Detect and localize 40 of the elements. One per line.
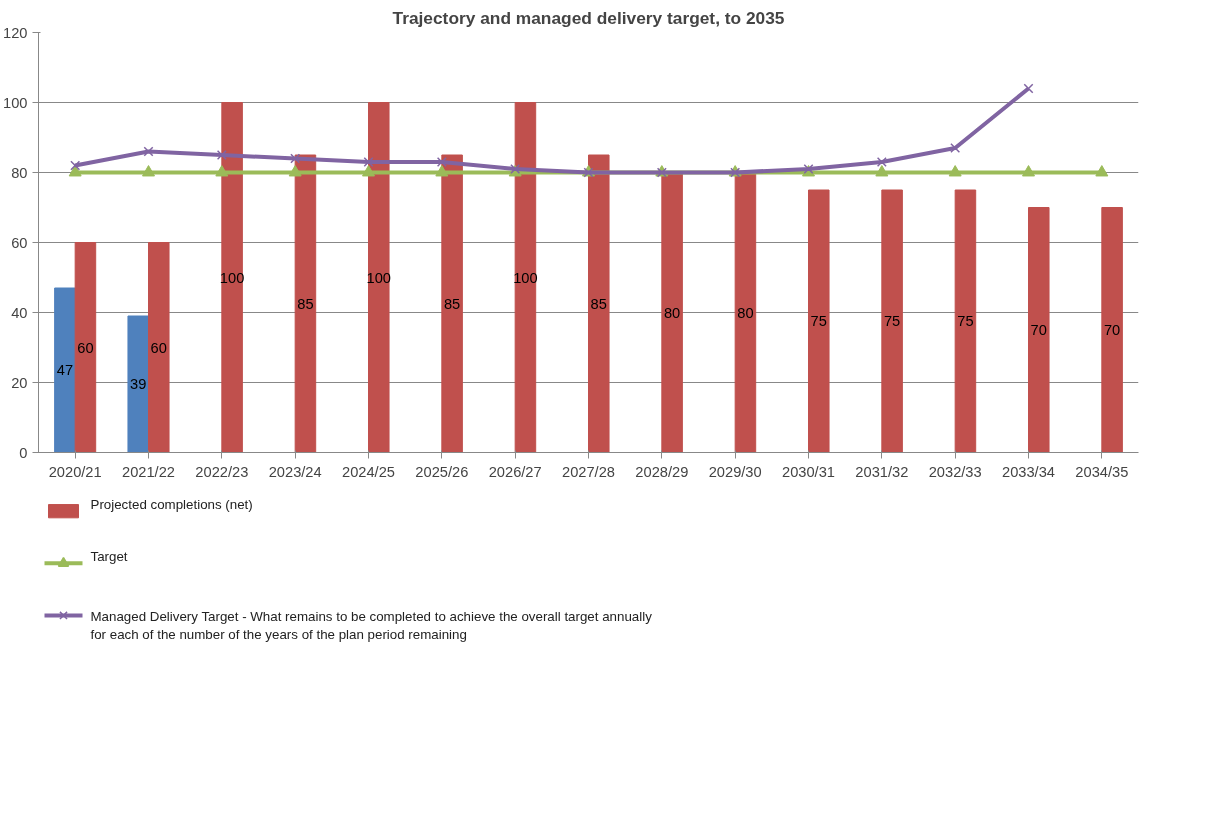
x-tick-label: 2024/25 bbox=[342, 463, 395, 480]
chart-title: Trajectory and managed delivery target, to 2035 bbox=[392, 7, 785, 28]
data-label: 39 bbox=[130, 376, 147, 393]
data-label: 75 bbox=[810, 313, 827, 330]
x-tick-label: 2020/21 bbox=[48, 463, 102, 480]
data-label: 70 bbox=[1103, 322, 1121, 338]
x-tick-label: 2028/29 bbox=[635, 463, 689, 480]
data-label: 85 bbox=[590, 295, 607, 312]
x-tick-label: 2029/30 bbox=[708, 463, 762, 480]
x-tick-label: 2021/22 bbox=[122, 463, 175, 480]
legend-label: Projected completions (net) bbox=[90, 497, 253, 513]
y-tick-label: 40 bbox=[11, 304, 28, 321]
data-label: 80 bbox=[737, 304, 754, 321]
data-label: 75 bbox=[957, 313, 974, 330]
x-tick-label: 2023/24 bbox=[268, 463, 322, 480]
legend-label: Target bbox=[90, 549, 128, 565]
data-label: 85 bbox=[443, 295, 461, 312]
x-tick-label: 2030/31 bbox=[782, 463, 835, 480]
data-label: 47 bbox=[56, 362, 74, 379]
x-tick-label: 2031/32 bbox=[855, 463, 909, 480]
data-label: 60 bbox=[77, 339, 94, 356]
y-tick-label: 80 bbox=[11, 164, 28, 181]
legend-label: Managed Delivery Target - What remains to be completed to achieve the overall target annually for each of the number of the years of the plan period remaining bbox=[90, 608, 653, 642]
y-tick-label: 120 bbox=[3, 24, 28, 41]
y-tick-label: 20 bbox=[11, 374, 28, 391]
x-tick-label: 2027/28 bbox=[562, 463, 615, 480]
data-label: 70 bbox=[1030, 322, 1047, 338]
data-label: 60 bbox=[150, 339, 167, 356]
x-tick-label: 2032/33 bbox=[928, 463, 982, 480]
data-label: 85 bbox=[297, 295, 314, 312]
x-tick-label: 2034/35 bbox=[1075, 463, 1129, 480]
y-tick-label: 0 bbox=[19, 444, 28, 461]
data-label: 75 bbox=[883, 313, 901, 330]
x-tick-label: 2025/26 bbox=[415, 463, 469, 480]
x-tick-label: 2026/27 bbox=[488, 463, 542, 480]
data-label: 80 bbox=[663, 304, 681, 321]
x-tick-label: 2033/34 bbox=[1002, 463, 1055, 480]
y-tick-label: 100 bbox=[3, 94, 28, 111]
x-tick-label: 2022/23 bbox=[195, 463, 249, 480]
y-tick-label: 60 bbox=[11, 234, 28, 251]
